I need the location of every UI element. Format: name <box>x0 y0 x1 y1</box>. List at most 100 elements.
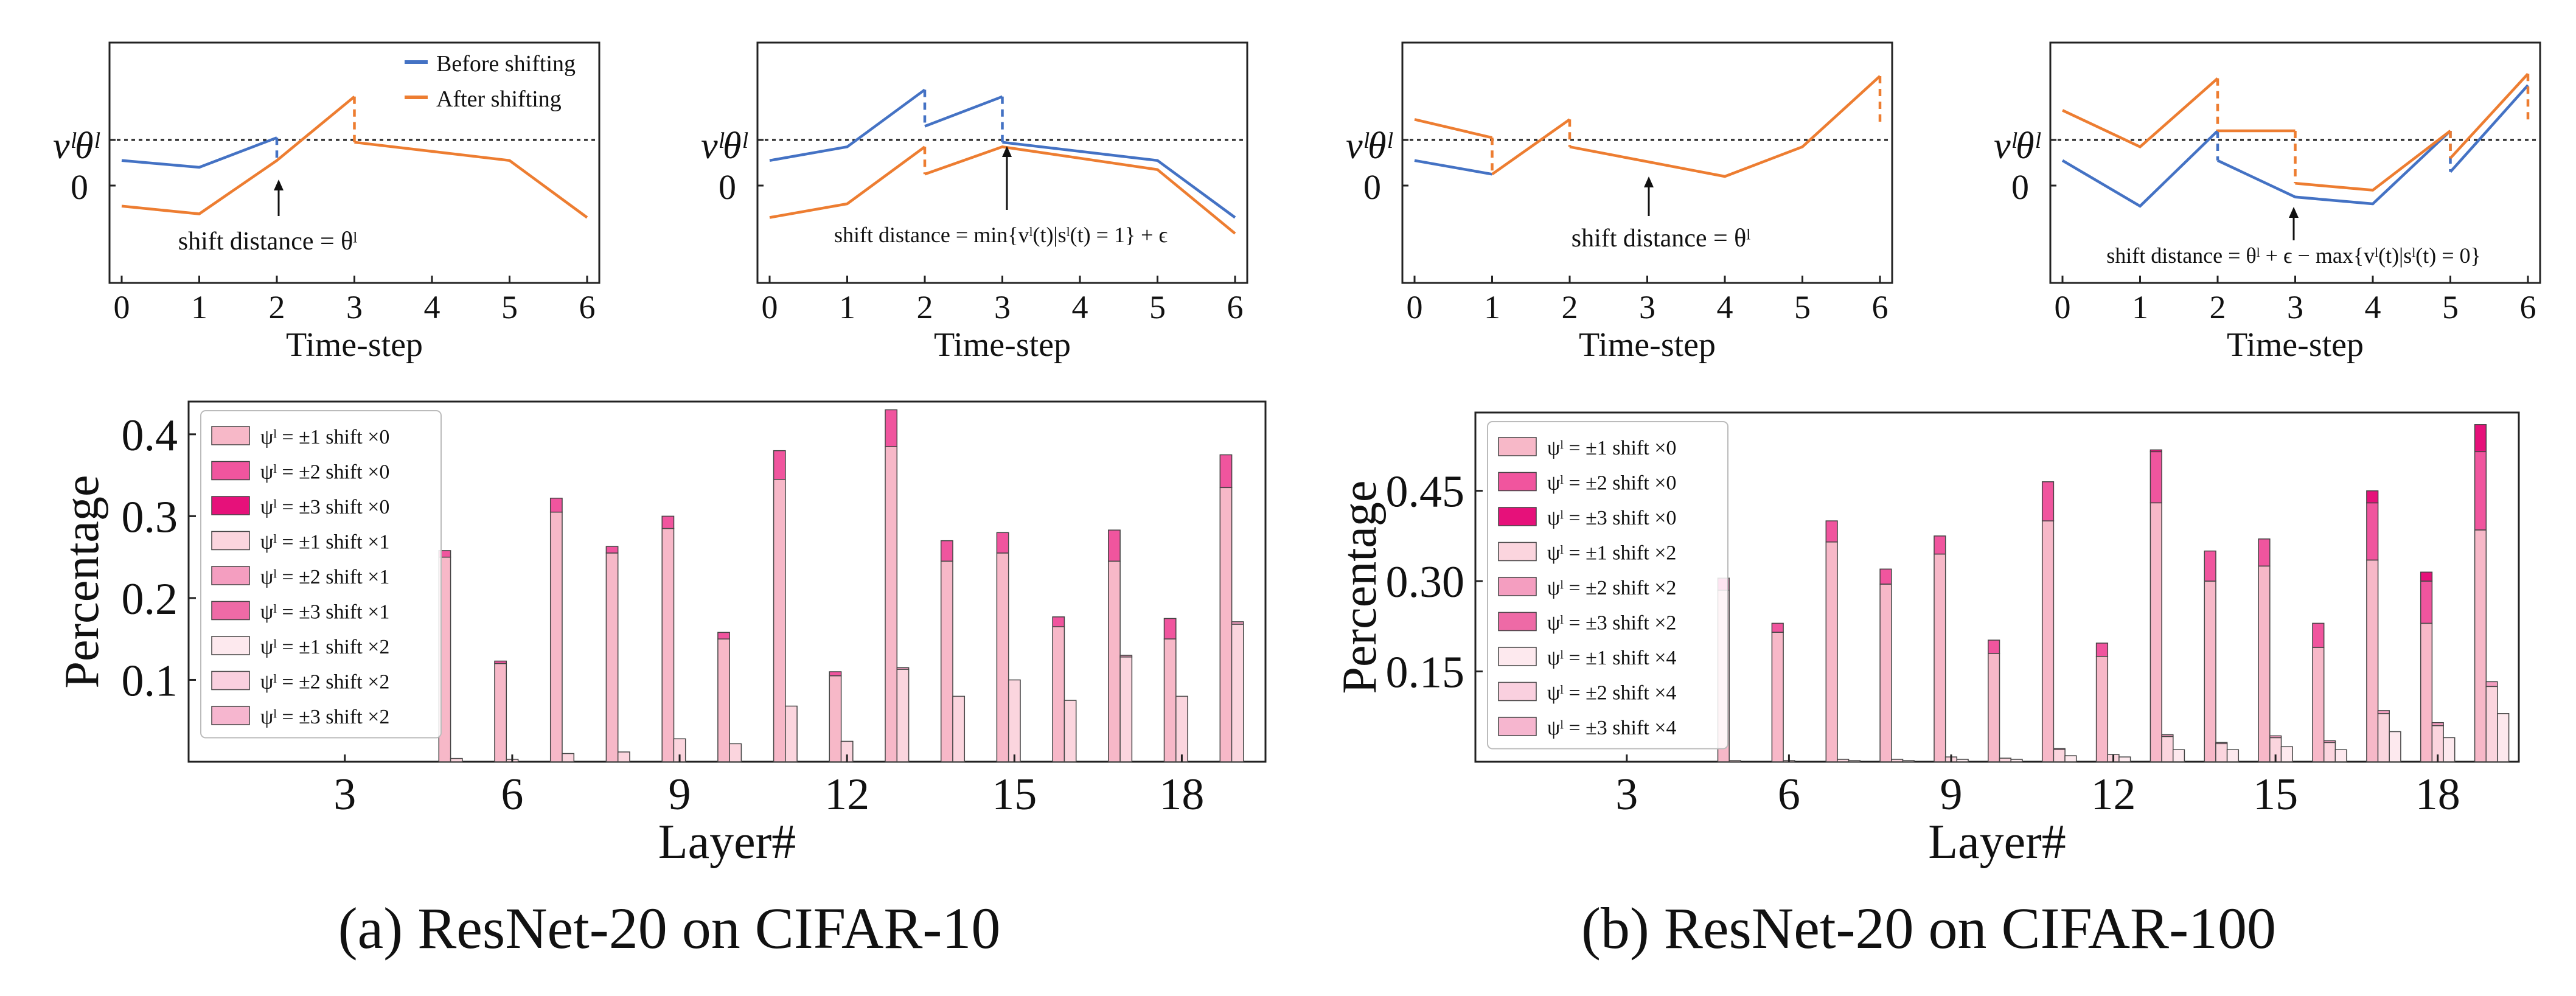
bar-layer17-shift1-s2 <box>1119 655 1133 658</box>
bar-layer14-shift2-s2 <box>2215 742 2228 745</box>
before-shifting-line <box>769 88 926 162</box>
before-shifting-line <box>1414 159 1492 176</box>
x-tick-label: 6 <box>1227 289 1244 326</box>
bar-layer16-shift0-s1 <box>2312 647 2325 762</box>
bar-layer17-shift0-s3 <box>2366 490 2379 504</box>
bar-layer12-shift4-s1 <box>2118 756 2131 762</box>
bar-layer16-shift1-s1 <box>1063 700 1077 762</box>
x-tick-label: 2 <box>1562 289 1578 326</box>
bar-layer15-shift4-s1 <box>2280 746 2293 762</box>
y-tick-label: 0.15 <box>1386 648 1465 698</box>
bar-layer18-shift0-s1 <box>1163 638 1177 762</box>
bar-chart-a: 0.1 0.2 0.3 0.4 3 6 9 12 15 18 Layer# Percentage ψˡ … <box>55 400 1267 869</box>
bar-layer19-shift0-s1 <box>2474 529 2487 762</box>
bar-layer19-shift0-s3 <box>2474 424 2487 453</box>
after-shifting-line <box>1569 75 1881 178</box>
bar-layer18-shift0-s2 <box>2420 580 2433 624</box>
bar-layer18-shift2-s2 <box>2431 722 2444 726</box>
x-tick-label: 12 <box>2091 770 2136 820</box>
y-tick-label-threshold: vˡθˡ <box>1994 125 2041 167</box>
bar-layer8-shift4-s1 <box>1902 760 1915 762</box>
x-tick-label: 0 <box>1407 289 1423 326</box>
bar-layer13-shift0-s1 <box>885 446 898 762</box>
legend-label: ψˡ = ±3 shift ×1 <box>260 601 389 624</box>
bar-layer9-shift0-s1 <box>661 528 675 762</box>
bar-layer7-shift2-s1 <box>1837 759 1850 762</box>
legend-swatch <box>1498 647 1537 666</box>
legend-swatch <box>1498 472 1537 492</box>
annotation-arrowhead <box>2289 207 2299 218</box>
bar-layer19-shift2-s2 <box>2485 681 2498 688</box>
x-tick-label: 2 <box>917 289 933 326</box>
bar-layer11-shift2-s2 <box>2053 748 2066 750</box>
x-tick-label: 3 <box>2287 289 2303 326</box>
bar-layer14-shift4-s1 <box>2226 749 2240 762</box>
legend-swatch <box>1498 611 1537 632</box>
after-shifting-line <box>354 141 588 219</box>
bar-layer14-shift1-s1 <box>952 695 966 762</box>
x-tick-label: 3 <box>994 289 1011 326</box>
bar-layer11-shift1-s1 <box>785 705 798 762</box>
y-tick-label-threshold: vˡθˡ <box>53 125 100 167</box>
before-shifting-line <box>2217 130 2452 206</box>
x-tick-label: 4 <box>1072 289 1088 326</box>
x-tick-label: 6 <box>1778 770 1800 820</box>
legend-swatch <box>211 496 250 515</box>
bar-layer7-shift0-s2 <box>549 498 563 513</box>
bar-layer13-shift0-s1 <box>2150 502 2162 762</box>
after-shifting-line <box>121 96 355 215</box>
bar-layer7-shift0-s1 <box>1825 542 1838 762</box>
annotation-arrowhead <box>274 179 284 190</box>
bar-layer16-shift0-s1 <box>1052 626 1065 762</box>
before-shifting-line <box>2061 130 2219 208</box>
bar-layer17-shift0-s1 <box>1108 560 1121 762</box>
legend-label: ψˡ = ±1 shift ×2 <box>260 636 389 658</box>
x-tick-label: 3 <box>346 289 363 326</box>
bar-layer19-shift0-s1 <box>1219 487 1233 762</box>
bar-layer17-shift0-s2 <box>2366 502 2379 561</box>
legend-swatch <box>211 601 250 621</box>
legend-swatch <box>211 670 250 691</box>
before-shifting-line <box>2449 84 2529 173</box>
legend-swatch <box>211 706 250 725</box>
bar-chart-b: 0.15 0.30 0.45 3 6 9 12 15 18 Layer# Percentage ψˡ … <box>1333 411 2520 869</box>
legend-label: ψˡ = ±1 shift ×0 <box>1547 437 1676 459</box>
bar-layer9-shift0-s2 <box>1934 535 1946 555</box>
x-tick-label: 15 <box>992 770 1037 820</box>
annotation-text: shift distance = θˡ <box>178 228 358 256</box>
x-tick-label: 1 <box>2132 289 2148 326</box>
legend-label: ψˡ = ±3 shift ×4 <box>1547 717 1676 739</box>
caption-a: (a) ResNet-20 on CIFAR-10 <box>338 896 1001 961</box>
x-axis-label: Time-step <box>2227 326 2364 364</box>
bar-layer15-shift2-s2 <box>2269 735 2282 739</box>
bar-layer8-shift2-s1 <box>1891 759 1904 762</box>
bar-layer13-shift1-s1 <box>896 669 910 762</box>
legend-swatch <box>211 566 250 585</box>
before-shifting-line <box>121 136 277 169</box>
legend-label: ψˡ = ±1 shift ×4 <box>1547 647 1676 669</box>
legend-label: ψˡ = ±2 shift ×2 <box>260 671 389 694</box>
bar-layer18-shift4-s1 <box>2443 737 2456 762</box>
bar-layer13-shift0-s2 <box>2150 451 2162 504</box>
x-tick-label: 4 <box>424 289 440 326</box>
bar-layer15-shift0-s2 <box>2258 538 2271 567</box>
before-shifting-line <box>1002 141 1236 219</box>
bar-layer10-shift0-s2 <box>717 632 730 639</box>
bar-layer12-shift0-s2 <box>2095 643 2109 657</box>
bar-layer8-shift0-s2 <box>1879 568 1892 585</box>
x-tick-label: 3 <box>333 770 356 820</box>
y-axis-label: Percentage <box>1333 481 1387 694</box>
x-axis-label: Time-step <box>286 326 423 364</box>
x-tick-label: 6 <box>2520 289 2536 326</box>
bar-layer8-shift1-s1 <box>617 751 630 762</box>
bar-layer17-shift1-s1 <box>1119 656 1133 762</box>
after-shifting-line <box>2295 130 2451 192</box>
legend-swatch <box>211 636 250 655</box>
x-tick-label: 9 <box>669 770 691 820</box>
x-axis-label: Time-step <box>934 326 1071 364</box>
bar-layer9-shift4-s1 <box>1956 759 1969 762</box>
bar-layer13-shift2-s1 <box>2161 736 2174 762</box>
